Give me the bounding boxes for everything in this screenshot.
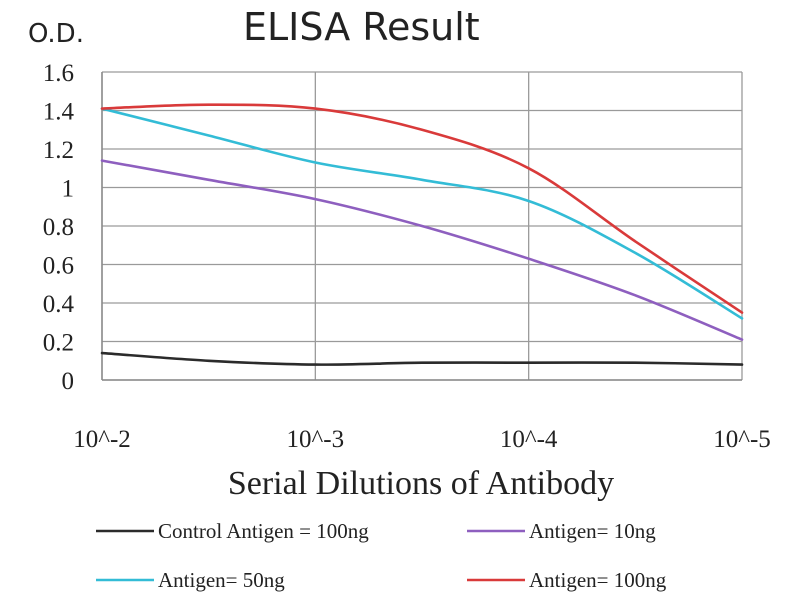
x-tick-label: 10^-2 [73,426,131,453]
legend-entry: Antigen= 100ng [529,568,667,592]
series-line-4 [100,103,744,314]
y-tick-label: 0.4 [43,291,75,318]
y-axis-label: O.D. [28,19,84,49]
y-tick-label: 0 [62,368,75,395]
legend-entry: Antigen= 10ng [529,519,656,543]
y-tick-label: 1.6 [43,60,74,87]
legend-entry: Control Antigen = 100ng [158,519,369,543]
series-line-3 [100,107,744,320]
series-line-1 [100,351,744,366]
y-tick-label: 1.4 [43,99,75,126]
chart-title: ELISA Result [243,5,480,49]
x-axis-label: Serial Dilutions of Antibody [228,465,614,502]
y-tick-label: 1.2 [43,137,74,164]
y-tick-label: 0.6 [43,253,74,280]
legend-entry: Antigen= 50ng [158,568,285,592]
x-tick-label: 10^-3 [287,426,345,453]
series-line-2 [100,159,744,341]
legend: Control Antigen = 100ng Antigen= 10ng Anti… [96,519,667,592]
x-tick-label: 10^-4 [500,426,558,453]
tick-labels: 0 0.2 0.4 0.6 0.8 1 1.2 1.4 1.6 10^-2 10^-3 10^-4 10… [43,60,771,453]
x-tick-label: 10^-5 [713,426,771,453]
y-tick-label: 1 [62,176,75,203]
series-lines [100,103,744,366]
y-tick-label: 0.2 [43,330,74,357]
y-tick-label: 0.8 [43,214,74,241]
